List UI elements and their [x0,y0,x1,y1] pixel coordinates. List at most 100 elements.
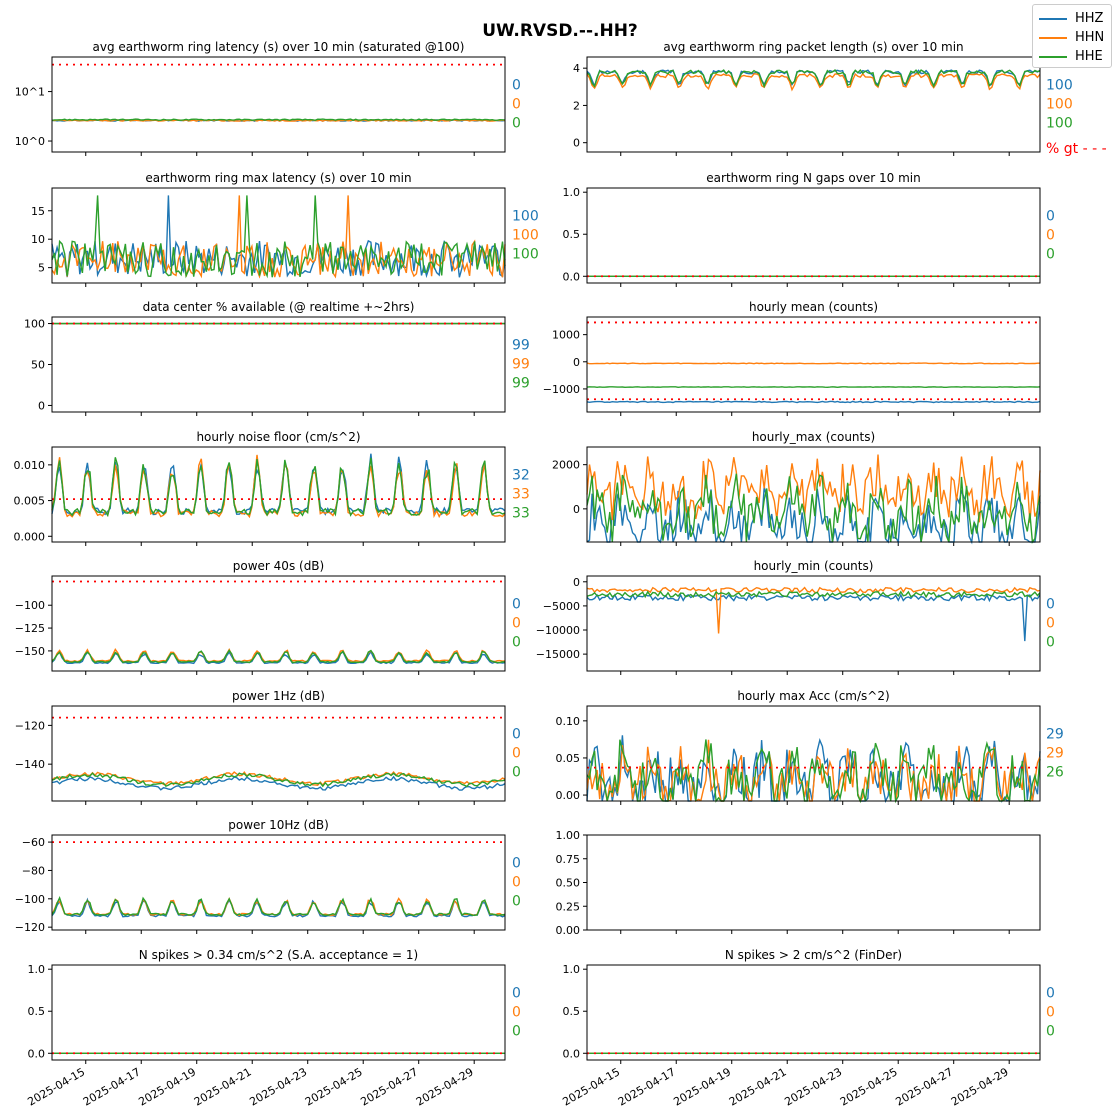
y-tick-label: 15 [31,205,45,218]
y-tick-label: 10^0 [15,135,45,148]
y-tick-label: 1.0 [563,963,581,976]
y-tick-label: 0.00 [556,924,581,937]
x-tick-label: 2025-04-19 [136,1065,198,1108]
panel-title: power 40s (dB) [233,559,324,573]
y-tick-label: −1000 [543,383,580,396]
pct-gt-value-hhe: 99 [512,376,530,392]
pct-gt-value-hhn: 0 [512,746,521,762]
pct-gt-value-hhz: 0 [1046,209,1055,225]
panel-title: hourly_min (counts) [754,559,874,573]
series-line-hhn [586,72,1041,92]
x-tick-label: 2025-04-15 [25,1065,87,1108]
x-tick-label: 2025-04-19 [671,1065,733,1108]
pct-gt-value-hhn: 0 [1046,616,1055,632]
y-tick-label: −100 [15,599,45,612]
series-line-hhz [586,593,1041,642]
legend: HHZ HHN HHE [1032,4,1112,68]
y-tick-label: 0.25 [556,900,581,913]
panel-title: hourly max Acc (cm/s^2) [737,689,889,703]
y-tick-label: −120 [15,719,45,732]
series-line-hhe [586,473,1041,544]
series-line-hhz [51,775,506,791]
axes-frame [51,964,506,1061]
pct-gt-value-hhn: 0 [512,97,521,113]
panel-title: N spikes > 0.34 cm/s^2 (S.A. acceptance … [139,948,418,962]
chart-panel-12: hourly max Acc (cm/s^2) 0.00 0.05 0.10 29 29 2… [556,689,1064,805]
legend-swatch-hhz [1039,17,1067,20]
series-line-hhe [586,739,1041,804]
pct-gt-value-hhz: 100 [1046,78,1073,94]
series-line-hhz [51,453,506,516]
pct-gt-value-hhe: 26 [1046,765,1064,781]
y-tick-label: 0.0 [28,1047,46,1060]
y-tick-label: 4 [573,62,580,75]
pct-gt-value-hhe: 0 [512,635,521,651]
axes-frame [51,446,506,543]
y-tick-label: 0.010 [14,459,46,472]
pct-gt-value-hhe: 33 [512,506,530,522]
series-line-hhn [51,771,506,787]
series-line-hhn [586,362,1040,365]
y-tick-label: 0.005 [14,495,46,508]
panel-title: power 10Hz (dB) [228,818,329,832]
chart-panel-13: power 10Hz (dB) −120 −100 −80 −60 0 0 0 [15,818,521,934]
pct-gt-value-hhe: 100 [1046,116,1073,132]
legend-item-hhn: HHN [1039,28,1105,47]
y-tick-label: 1.0 [563,186,581,199]
panel-title: hourly noise floor (cm/s^2) [196,430,360,444]
chart-panel-10: hourly_min (counts) −15000 −10000 −5000 0 0 0 0 [536,559,1055,675]
pct-gt-label: % gt - - - [1046,141,1107,157]
y-tick-label: −15000 [536,648,580,661]
pct-gt-value-hhz: 99 [512,338,530,354]
pct-gt-value-hhz: 0 [512,856,521,872]
pct-gt-value-hhn: 100 [1046,97,1073,113]
pct-gt-value-hhe: 0 [1046,1024,1055,1040]
legend-label: HHN [1075,30,1105,45]
x-tick-label: 2025-04-27 [358,1065,420,1108]
pct-gt-value-hhn: 99 [512,357,530,373]
axes-frame [586,834,1041,931]
y-tick-label: 0.0 [563,1047,581,1060]
y-tick-label: 100 [24,318,45,331]
x-tick-label: 2025-04-27 [893,1065,955,1108]
chart-panel-15: N spikes > 0.34 cm/s^2 (S.A. acceptance … [25,948,521,1109]
pct-gt-value-hhz: 0 [512,727,521,743]
pct-gt-value-hhn: 0 [512,1005,521,1021]
pct-gt-value-hhe: 0 [1046,635,1055,651]
y-tick-label: −100 [15,893,45,906]
panel-title: hourly mean (counts) [749,300,878,314]
series-line-hhn [51,647,506,663]
series-line-hhe [51,772,506,788]
x-tick-label: 2025-04-17 [81,1065,143,1108]
pct-gt-value-hhz: 0 [512,78,521,94]
legend-label: HHE [1075,49,1103,64]
pct-gt-value-hhe: 100 [512,247,539,263]
y-tick-label: 5 [38,262,45,275]
y-tick-label: 0 [573,356,580,369]
pct-gt-value-hhe: 0 [512,894,521,910]
axes-frame [586,964,1041,1061]
panel-title: earthworm ring N gaps over 10 min [706,171,920,185]
axes-frame [51,56,506,153]
series-line-hhe [586,386,1041,389]
chart-panel-11: power 1Hz (dB) −140 −120 0 0 0 [15,689,521,805]
chart-panel-9: power 40s (dB) −150 −125 −100 0 0 0 [15,559,521,675]
panel-title: avg earthworm ring latency (s) over 10 m… [93,40,465,54]
pct-gt-value-hhn: 0 [512,875,521,891]
pct-gt-value-hhn: 29 [1046,746,1064,762]
y-tick-label: 0.05 [556,752,581,765]
legend-swatch-hhn [1039,36,1067,39]
chart-panel-5: data center % available (@ realtime +~2h… [24,300,530,416]
chart-panel-1: avg earthworm ring latency (s) over 10 m… [15,40,521,156]
axes-frame [586,446,1041,543]
y-tick-label: 0.5 [563,228,581,241]
y-tick-label: 10 [31,233,45,246]
y-tick-label: 0 [38,399,45,412]
pct-gt-value-hhe: 0 [512,1024,521,1040]
pct-gt-value-hhz: 0 [512,986,521,1002]
legend-item-hhe: HHE [1039,47,1105,66]
y-tick-label: −10000 [536,624,580,637]
panel-title: N spikes > 2 cm/s^2 (FinDer) [725,948,902,962]
pct-gt-value-hhe: 0 [1046,247,1055,263]
